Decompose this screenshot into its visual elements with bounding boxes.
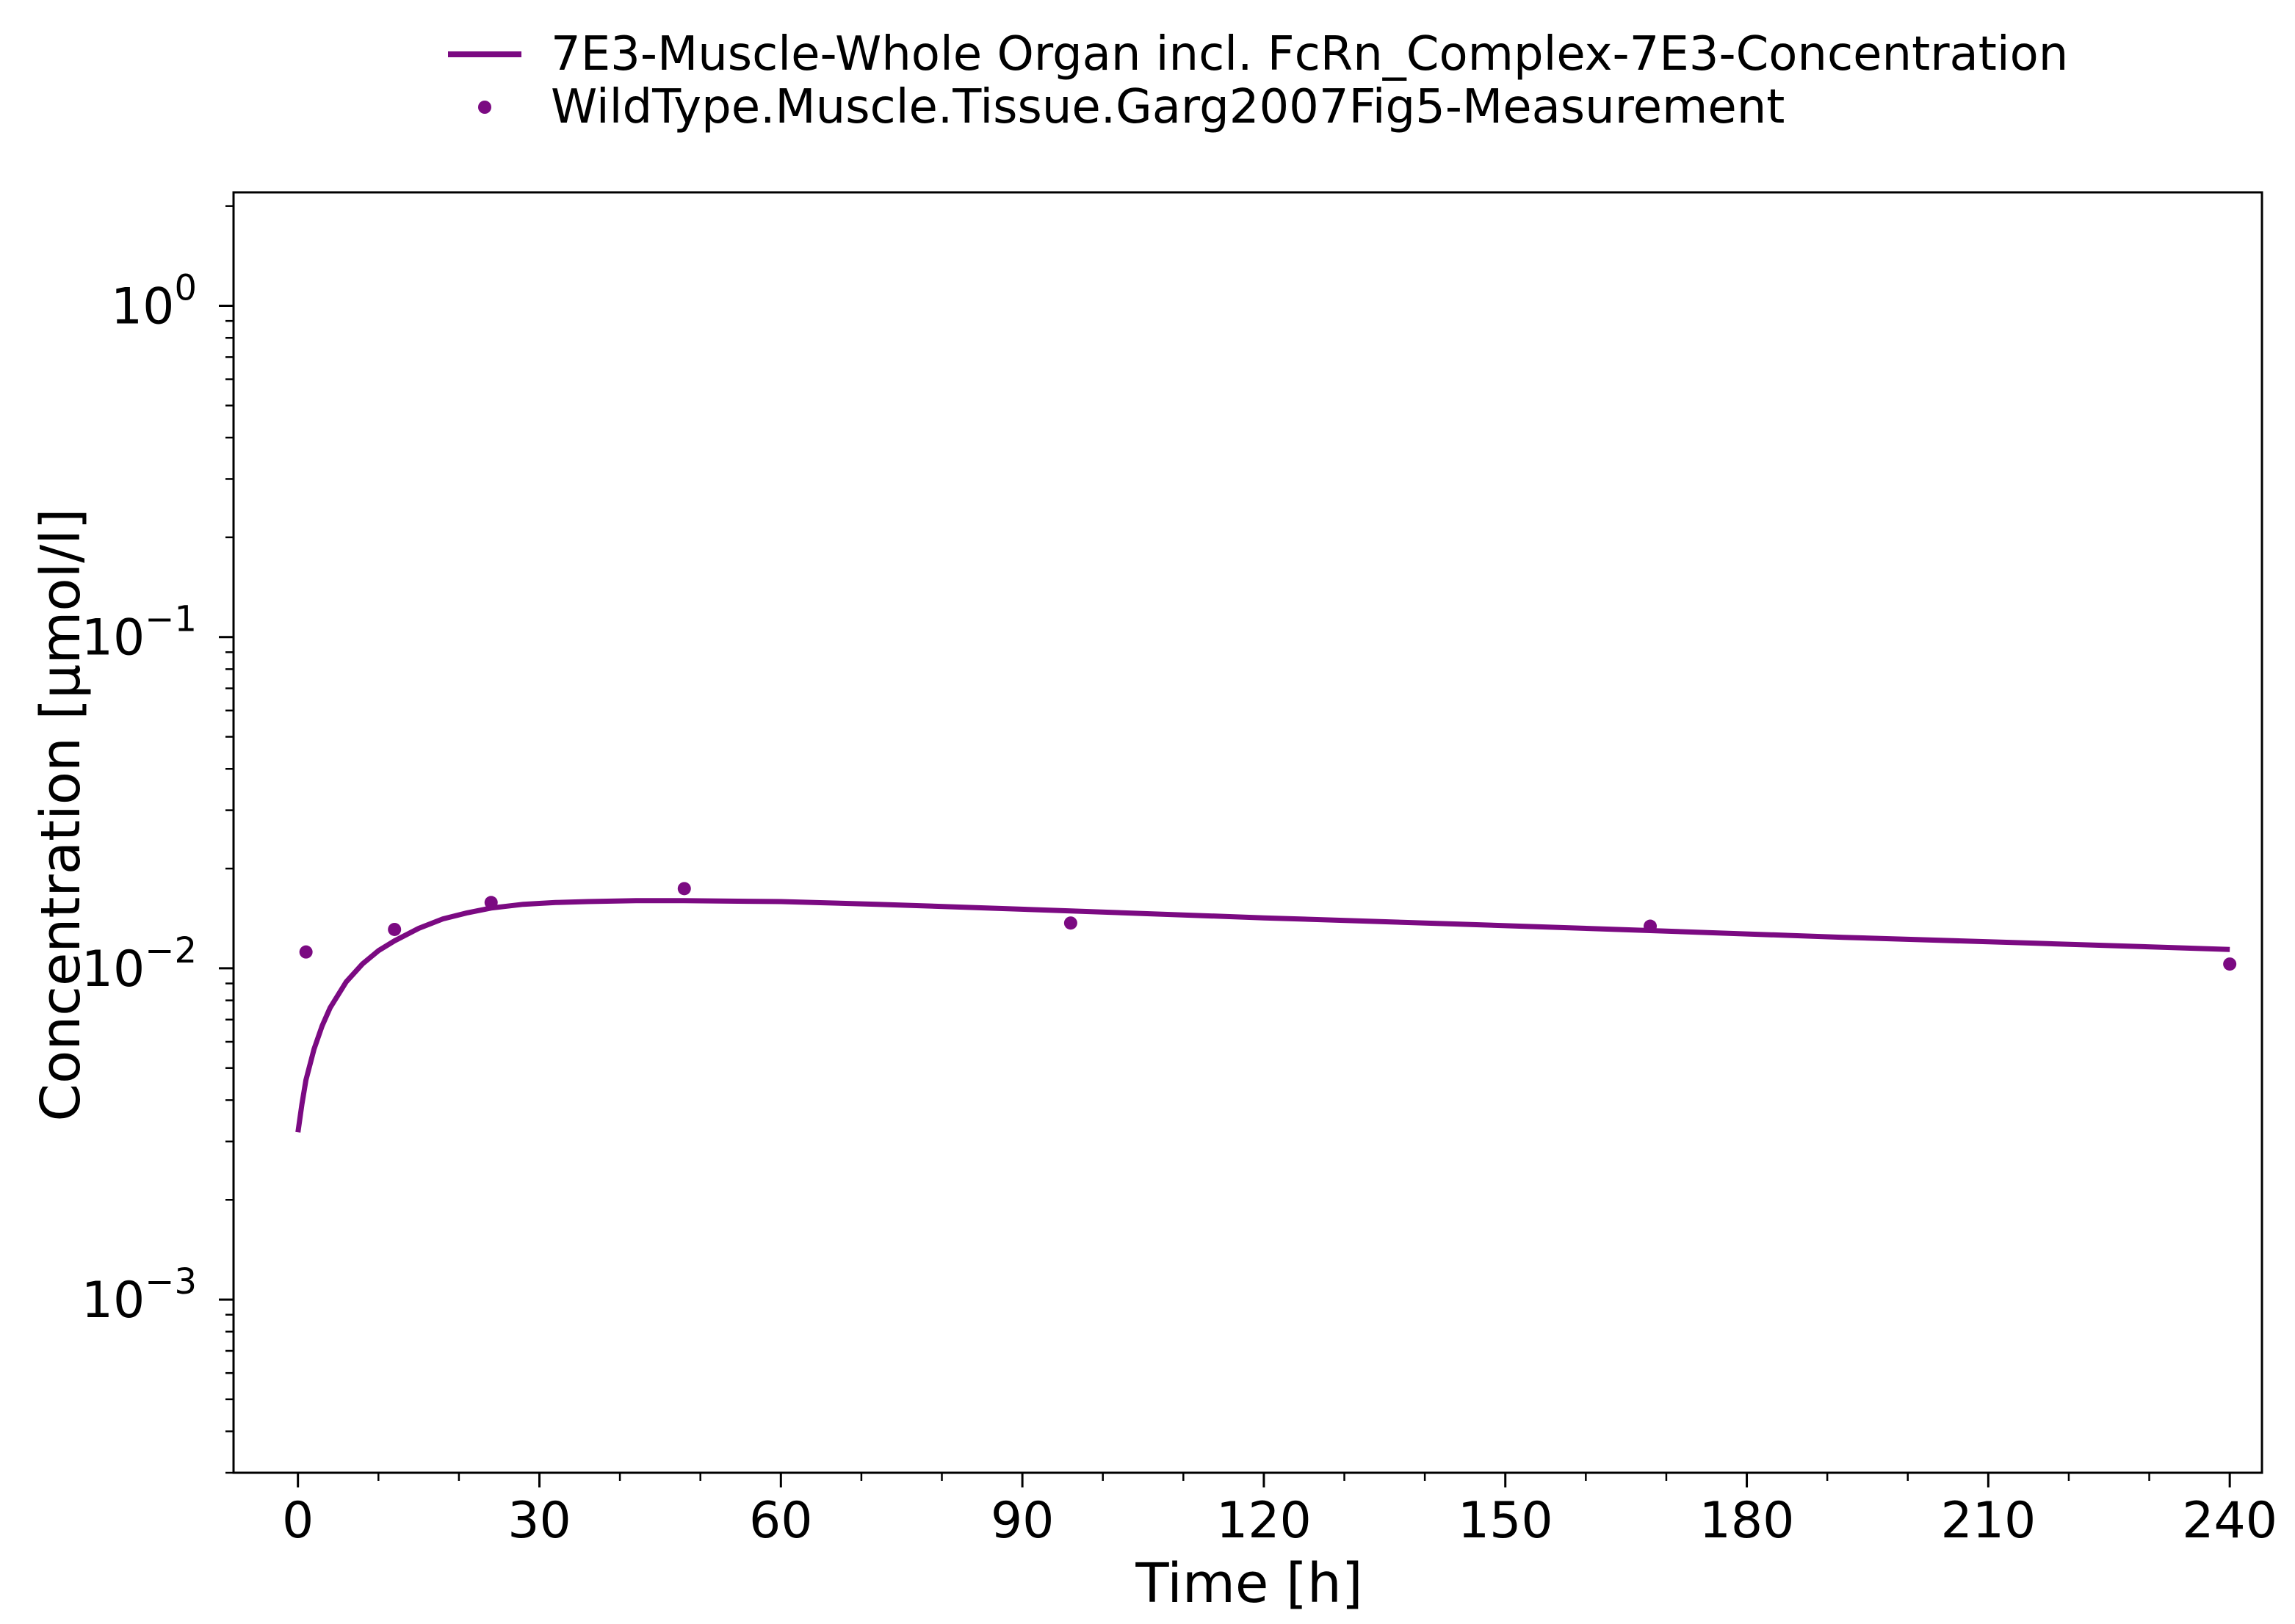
y-tick-label: 10−1 <box>82 599 197 667</box>
data-point-measurement <box>2223 957 2237 971</box>
data-point-measurement <box>299 945 313 959</box>
legend-label-simulation: 7E3-Muscle-Whole Organ incl. FcRn_Comple… <box>551 27 2069 81</box>
x-tick-label: 90 <box>991 1492 1055 1550</box>
plot-frame <box>232 191 2263 1474</box>
y-tick-label: 100 <box>111 267 197 336</box>
x-tick-label: 0 <box>282 1492 314 1550</box>
x-tick-label: 150 <box>1458 1492 1553 1550</box>
legend: 7E3-Muscle-Whole Organ incl. FcRn_Comple… <box>448 27 2069 134</box>
legend-entry-measurement: WildType.Muscle.Tissue.Garg2007Fig5-Meas… <box>448 80 2068 134</box>
legend-dot-swatch <box>448 81 521 134</box>
axes-layer: 0 30 60 90 120 150 180 210 240 10−3 10−2 10−1 100 Tim… <box>29 191 2277 1615</box>
y-tick-label: 10−3 <box>82 1261 197 1330</box>
y-axis-label: Concentration [µmol/l] <box>29 508 93 1121</box>
x-axis-label: Time [h] <box>1135 1552 1362 1615</box>
x-tick-label: 210 <box>1940 1492 2036 1550</box>
series-line-simulation <box>295 898 2230 1133</box>
x-tick-label: 240 <box>2182 1492 2277 1550</box>
data-point-measurement <box>484 896 498 910</box>
plot-layer <box>295 882 2237 1133</box>
data-point-measurement <box>1644 919 1658 933</box>
y-tick-label: 10−2 <box>82 930 197 998</box>
x-tick-label: 180 <box>1699 1492 1795 1550</box>
legend-label-measurement: WildType.Muscle.Tissue.Garg2007Fig5-Meas… <box>551 80 1785 134</box>
legend-line-swatch <box>448 28 521 81</box>
data-point-measurement <box>388 922 402 936</box>
data-point-measurement <box>1063 916 1077 930</box>
x-tick-label: 30 <box>507 1492 571 1550</box>
x-tick-label: 120 <box>1216 1492 1312 1550</box>
legend-entry-simulation: 7E3-Muscle-Whole Organ incl. FcRn_Comple… <box>448 27 2069 81</box>
data-point-measurement <box>677 882 691 896</box>
x-tick-label: 60 <box>749 1492 813 1550</box>
